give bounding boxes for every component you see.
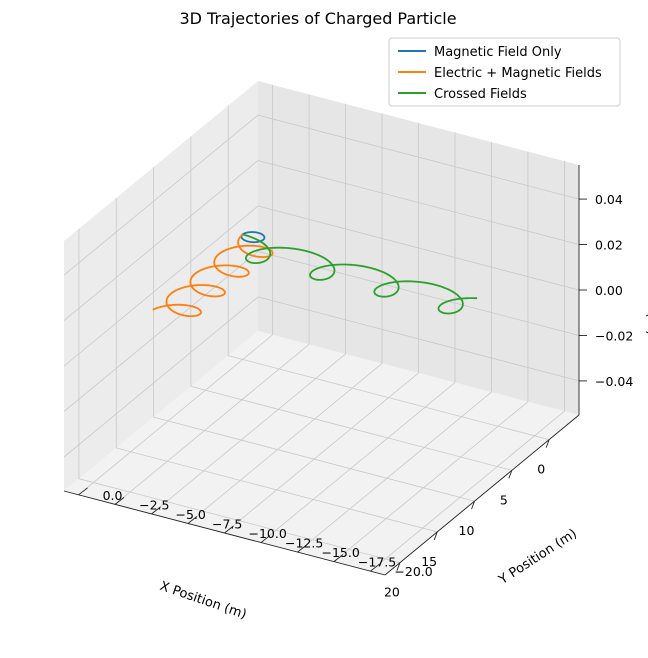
legend-label-1: Electric + Magnetic Fields — [434, 66, 602, 81]
y-tick-label-7: −17.5 — [358, 555, 396, 570]
x-axis-label: X Position (m) — [158, 579, 249, 623]
z-tick-label-0: −0.04 — [595, 374, 633, 389]
x-tick-label-1: 5 — [500, 492, 508, 507]
y-tick-label-8: −20.0 — [394, 564, 432, 579]
y-tick-label-4: −10.0 — [249, 526, 287, 541]
y-tick-label-3: −7.5 — [212, 517, 242, 532]
legend-label-2: Crossed Fields — [434, 87, 527, 102]
legend-label-0: Magnetic Field Only — [434, 45, 562, 60]
y-axis-label: Y Position (m) — [496, 526, 580, 588]
z-tick-label-4: 0.04 — [595, 192, 623, 207]
z-tick-label-2: 0.00 — [595, 283, 623, 298]
z-tick-label-3: 0.02 — [595, 238, 623, 253]
y-tick-label-5: −12.5 — [285, 536, 323, 551]
y-tick-label-6: −15.0 — [322, 545, 360, 560]
z-axis-label: Z Position (m) — [644, 245, 648, 336]
y-tick-label-2: −5.0 — [176, 507, 206, 522]
x-tick-label-2: 10 — [459, 523, 475, 538]
x-tick-label-4: 20 — [384, 585, 400, 600]
z-tick-label-1: −0.02 — [595, 329, 633, 344]
y-tick-label-1: −2.5 — [139, 497, 169, 512]
x-tick-label-0: 0 — [537, 462, 545, 477]
chart-title: 3D Trajectories of Charged Particle — [179, 9, 456, 28]
legend: Magnetic Field Only Electric + Magnetic … — [389, 38, 620, 106]
